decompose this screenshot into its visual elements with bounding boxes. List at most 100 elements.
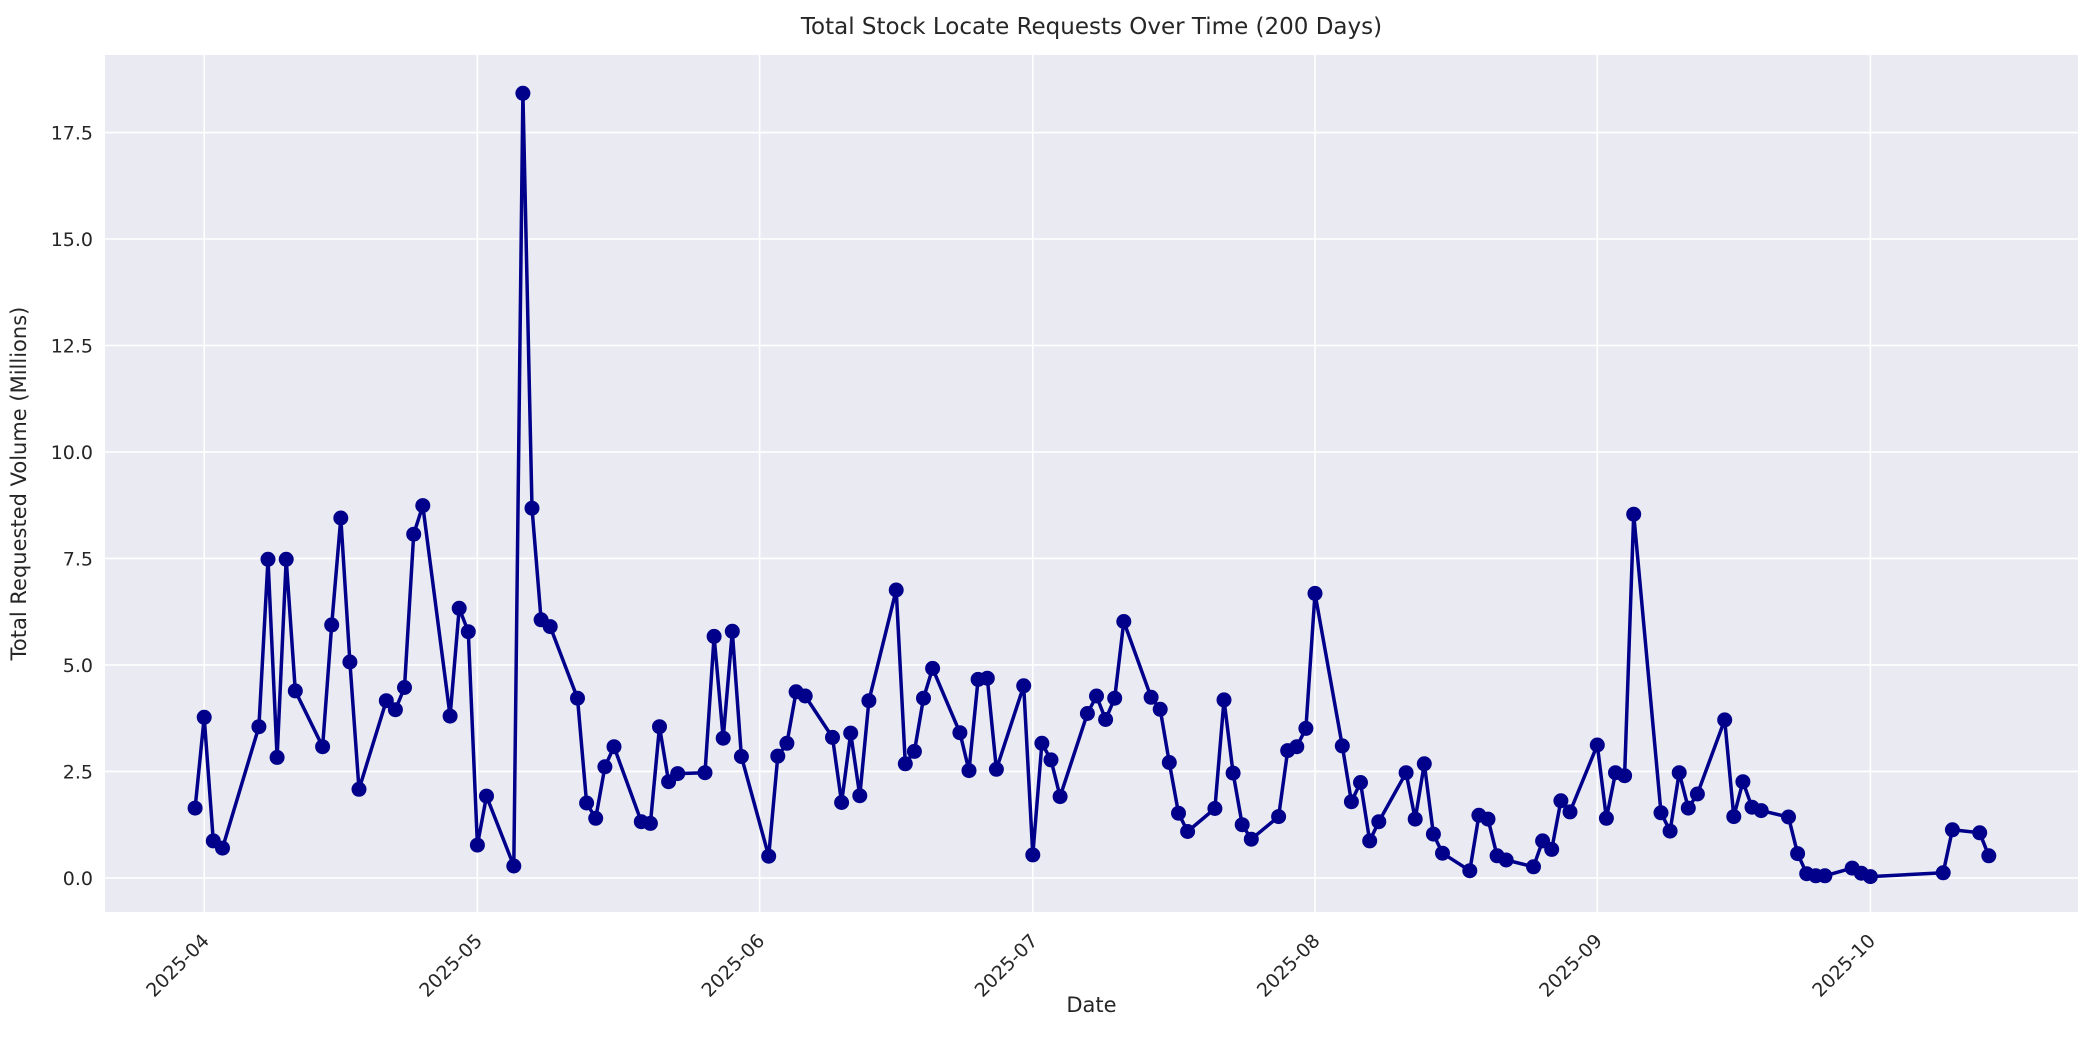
data-point [1781,809,1796,825]
data-point [1161,755,1177,770]
data-point [979,670,995,686]
y-tick-labels: 0.0 2.5 5.0 7.5 10.0 12.5 15.0 17.5 [51,123,93,890]
data-point [460,624,476,640]
data-point [579,795,595,811]
y-tick-label: 15.0 [51,229,93,251]
data-point [1626,506,1642,522]
data-point [1016,678,1032,694]
data-point [260,551,276,567]
data-point [333,510,349,526]
data-point [469,837,485,853]
data-point [1689,786,1705,802]
data-point [1271,809,1287,825]
data-point [1216,692,1232,708]
data-point [1671,765,1687,781]
data-point [1171,805,1186,821]
data-point [1343,794,1359,810]
gridlines [105,55,2078,912]
data-point [1152,701,1168,717]
data-point [451,600,467,616]
y-tick-label: 17.5 [51,123,93,145]
data-point [925,660,941,676]
data-point [1371,814,1387,830]
data-point [724,623,740,639]
data-point [315,739,331,755]
data-point [187,800,203,816]
data-point [1034,735,1050,751]
data-point [1207,801,1223,816]
data-point [1407,811,1423,827]
data-point [1753,803,1769,819]
data-point [733,749,749,764]
data-markers [187,85,1997,885]
data-point [1972,825,1988,841]
data-point [351,781,367,797]
y-tick-label: 7.5 [63,548,93,570]
data-point [1589,737,1605,753]
x-axis-label: Date [1066,993,1116,1017]
data-point [215,840,230,856]
data-point [1662,823,1678,839]
data-point [1089,688,1104,704]
data-point [1544,841,1560,857]
data-point [1243,831,1259,847]
data-point [1981,848,1997,864]
data-point [278,551,294,567]
data-point [1462,863,1478,879]
data-point [606,739,622,755]
data-point [1116,614,1132,629]
data-point [1052,789,1068,805]
data-point [588,810,604,826]
data-point [1307,585,1323,601]
data-point [1043,752,1059,768]
data-point [843,725,859,741]
data-point [1717,712,1733,728]
data-point [506,858,522,874]
y-tick-label: 0.0 [63,868,93,890]
data-point [1107,690,1123,706]
data-point [779,735,795,751]
data-point [1398,765,1414,781]
data-point [1425,826,1441,842]
data-point [1435,845,1450,861]
data-point [1353,775,1368,790]
data-point [1480,811,1496,827]
data-point [825,729,840,745]
data-point [1334,738,1350,754]
data-point [1225,765,1241,781]
data-point [1143,689,1159,705]
data-point [1553,793,1569,809]
data-point [697,765,713,781]
data-point [1289,739,1305,755]
y-tick-label: 5.0 [63,655,93,677]
data-point [1726,809,1742,825]
data-point [542,619,558,635]
data-point [1079,706,1095,721]
data-point [670,766,686,782]
plot-area [105,55,2078,912]
data-point [387,702,403,718]
data-point [196,709,212,725]
data-point [834,795,850,810]
data-point [597,759,613,775]
data-point [1862,869,1878,885]
data-point [1180,824,1196,839]
data-point [652,719,667,735]
data-point [1562,804,1578,820]
data-point [770,748,786,764]
data-point [287,683,303,699]
data-point [1498,852,1514,868]
data-point [1935,865,1951,881]
data-point [415,498,431,514]
data-point [1653,805,1669,821]
data-point [1098,712,1114,727]
chart-title: Total Stock Locate Requests Over Time (2… [800,14,1382,40]
data-point [397,680,412,695]
data-point [251,719,267,735]
data-point [1817,868,1833,884]
data-point [324,617,340,633]
data-point [515,85,531,101]
data-point [479,788,494,804]
